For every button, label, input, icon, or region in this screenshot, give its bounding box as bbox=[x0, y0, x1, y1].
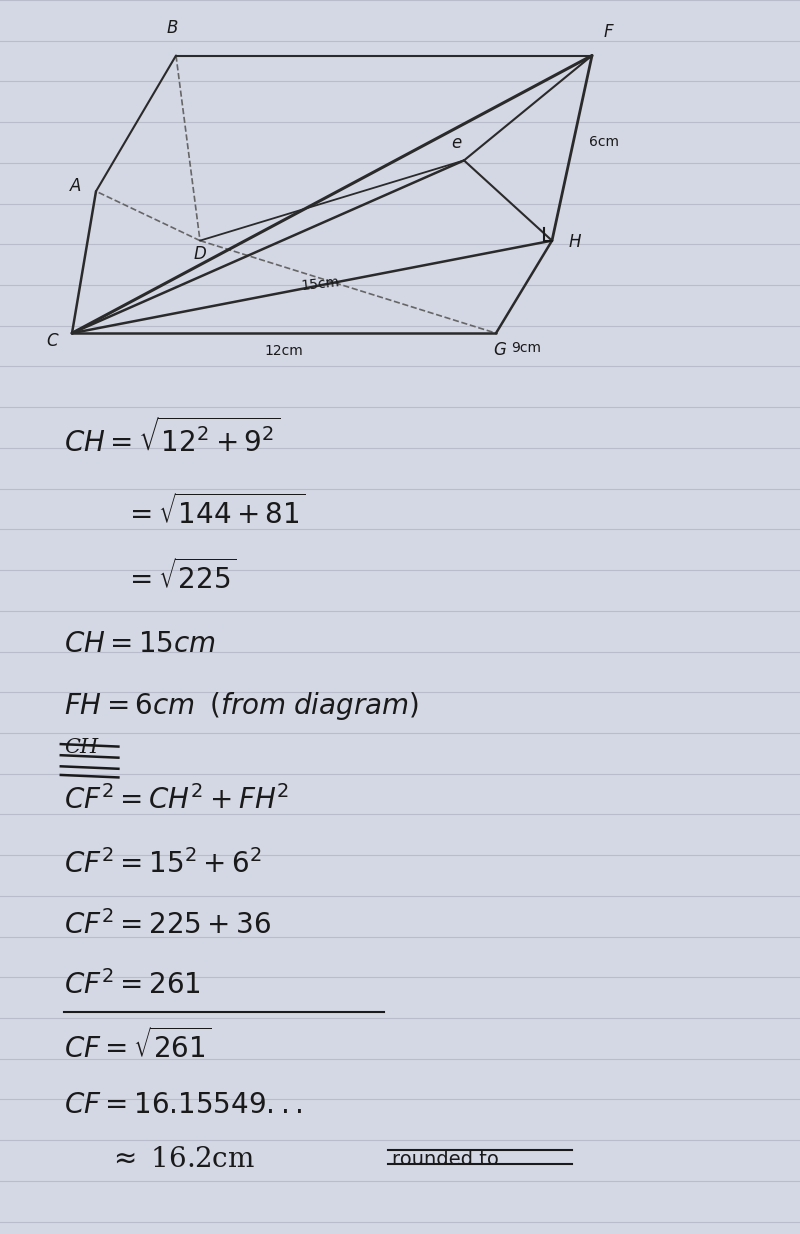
Text: B: B bbox=[166, 20, 178, 37]
Text: A: A bbox=[70, 178, 82, 195]
Text: $= \sqrt{144 + 81}$: $= \sqrt{144 + 81}$ bbox=[124, 494, 306, 531]
Text: $\approx$ 16.2cm: $\approx$ 16.2cm bbox=[108, 1146, 255, 1174]
Text: $CF = 16.15549...$: $CF = 16.15549...$ bbox=[64, 1092, 302, 1119]
Text: rounded to: rounded to bbox=[392, 1150, 499, 1170]
Text: e: e bbox=[451, 135, 461, 152]
Text: $= \sqrt{225}$: $= \sqrt{225}$ bbox=[124, 559, 236, 596]
Text: 6cm: 6cm bbox=[589, 135, 619, 148]
Text: $CH = 15cm$: $CH = 15cm$ bbox=[64, 631, 216, 658]
Text: CH: CH bbox=[64, 738, 98, 756]
Text: $CF^2 = 261$: $CF^2 = 261$ bbox=[64, 970, 201, 1000]
Text: F: F bbox=[603, 23, 613, 41]
Text: G: G bbox=[494, 342, 506, 359]
Text: $CF^2 = CH^2 + FH^2$: $CF^2 = CH^2 + FH^2$ bbox=[64, 785, 290, 814]
Text: $CF^2 = 225 + 36$: $CF^2 = 225 + 36$ bbox=[64, 911, 271, 940]
Text: 15cm: 15cm bbox=[300, 275, 340, 292]
Text: 9cm: 9cm bbox=[511, 341, 542, 354]
Text: C: C bbox=[46, 332, 58, 349]
Text: 12cm: 12cm bbox=[265, 344, 303, 358]
Text: D: D bbox=[194, 246, 206, 263]
Text: H: H bbox=[568, 233, 581, 251]
Text: $CF^2 = 15^2 + 6^2$: $CF^2 = 15^2 + 6^2$ bbox=[64, 849, 262, 879]
Text: $CH = \sqrt{12^2 + 9^2}$: $CH = \sqrt{12^2 + 9^2}$ bbox=[64, 418, 280, 458]
Text: $CF = \sqrt{261}$: $CF = \sqrt{261}$ bbox=[64, 1028, 212, 1065]
Text: $FH = 6 cm \;\; (from\; diagram)$: $FH = 6 cm \;\; (from\; diagram)$ bbox=[64, 690, 419, 722]
